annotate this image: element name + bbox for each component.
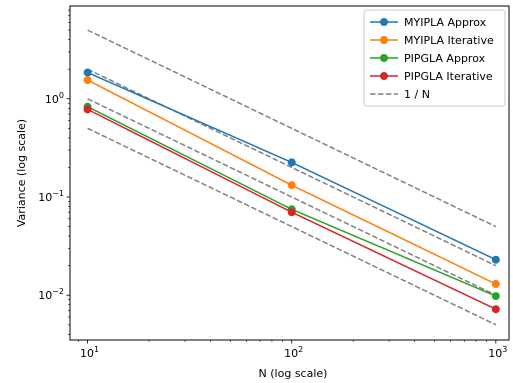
- x-tick-label: 103: [488, 345, 507, 360]
- series-3: [83, 102, 500, 301]
- data-point: [287, 181, 296, 190]
- y-axis-label: Variance (log scale): [15, 119, 28, 227]
- data-point: [491, 292, 500, 301]
- reference-line-3: [87, 98, 497, 296]
- y-tick-label: 10−2: [38, 287, 64, 302]
- legend-entry: PIPGLA Approx: [370, 52, 486, 65]
- series-4: [83, 105, 500, 314]
- legend-swatch-marker: [380, 18, 388, 26]
- reference-line-4: [87, 127, 497, 326]
- series-2: [83, 76, 500, 289]
- x-tick-label: 101: [80, 345, 99, 360]
- legend: MYIPLA Approx MYIPLA Iterative PIPGLA Appr…: [363, 9, 506, 107]
- legend-swatch-marker: [380, 72, 388, 80]
- series-line-3: [87, 106, 497, 297]
- legend-box: [363, 9, 506, 107]
- data-point: [83, 68, 92, 77]
- x-axis-label: N (log scale): [259, 367, 328, 380]
- y-tick-label: 10−1: [38, 189, 64, 204]
- data-point: [83, 76, 92, 85]
- x-tick-label: 102: [284, 345, 303, 360]
- legend-label: PIPGLA Approx: [404, 52, 486, 65]
- legend-label: 1 / N: [404, 88, 430, 101]
- series-layer: [83, 68, 500, 314]
- legend-swatch-marker: [380, 54, 388, 62]
- legend-label: PIPGLA Iterative: [404, 70, 493, 83]
- data-point: [287, 208, 296, 217]
- legend-swatch-marker: [380, 36, 388, 44]
- reference-line-1: [87, 29, 497, 228]
- legend-entry: MYIPLA Iterative: [370, 34, 494, 47]
- legend-entry: 1 / N: [370, 88, 430, 101]
- data-point: [491, 255, 500, 264]
- axes: 101 102 103 10−2 10−1 100: [38, 5, 510, 360]
- data-point: [491, 305, 500, 314]
- legend-entry: MYIPLA Approx: [370, 16, 487, 29]
- y-tick-label: 100: [45, 91, 64, 106]
- data-point: [83, 105, 92, 114]
- legend-label: MYIPLA Approx: [404, 16, 487, 29]
- plot-frame: [69, 5, 510, 341]
- data-point: [287, 158, 296, 167]
- legend-label: MYIPLA Iterative: [404, 34, 494, 47]
- data-point: [491, 280, 500, 289]
- series-1: [83, 68, 500, 264]
- legend-entry: PIPGLA Iterative: [370, 70, 493, 83]
